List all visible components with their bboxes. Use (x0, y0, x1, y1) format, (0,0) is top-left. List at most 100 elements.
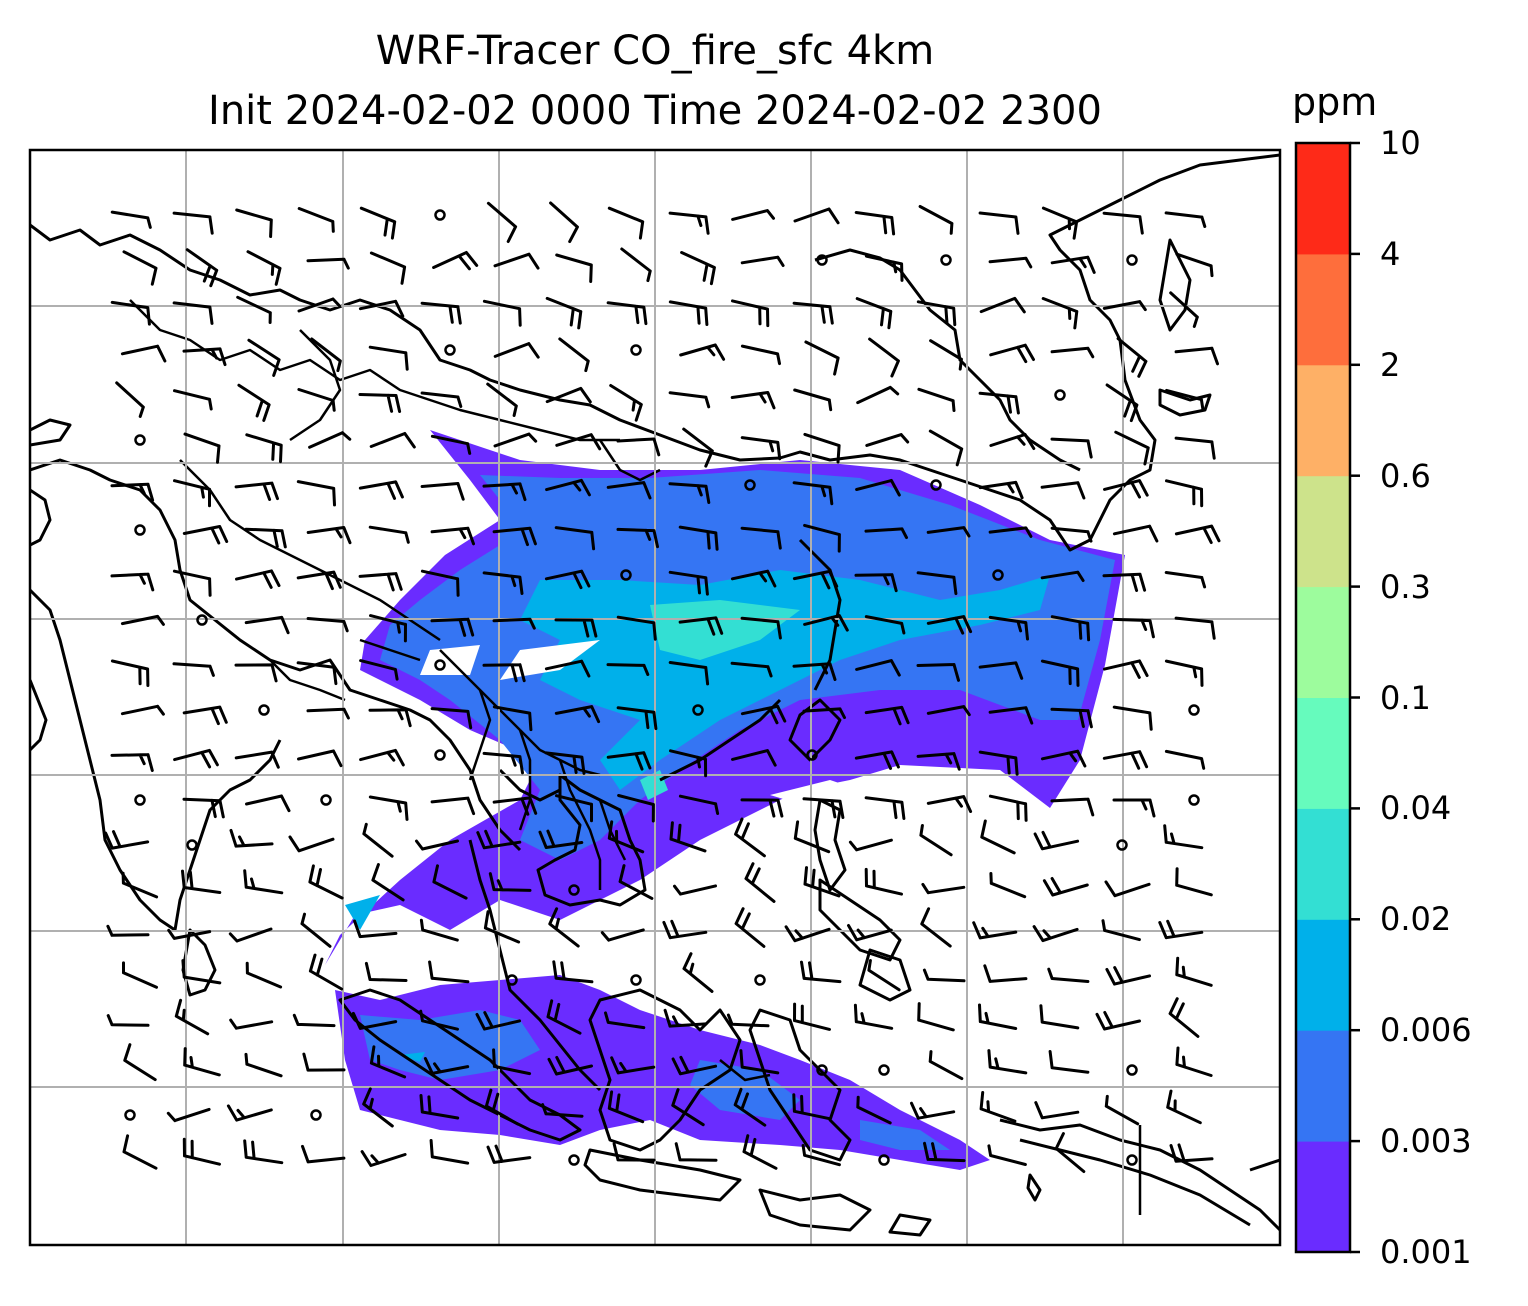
wind-barb (368, 345, 409, 371)
wind-barb (793, 820, 831, 854)
wind-barb (617, 794, 655, 823)
wind-barb (358, 480, 404, 500)
wind-barb (1165, 479, 1204, 508)
wind-barb (245, 794, 291, 813)
wind-calm-circle (940, 254, 952, 266)
wind-barb (419, 1094, 460, 1120)
wind-barb (1169, 1143, 1214, 1163)
wind-barb (742, 1134, 778, 1170)
wind-barb (929, 339, 963, 371)
wind-barb (978, 480, 1024, 500)
wind-barb (739, 1049, 780, 1075)
wind-barb (978, 750, 1019, 776)
wind-barb (801, 1144, 841, 1167)
wind-barb (486, 382, 518, 417)
wind-barb (182, 705, 228, 726)
wind-barb (864, 527, 908, 540)
wind-barb (538, 829, 584, 849)
wind-barb (867, 959, 901, 992)
wind-calm-circle (196, 614, 208, 626)
wind-barb (928, 429, 964, 467)
wind-barb (740, 526, 782, 550)
wind-barb (558, 337, 590, 373)
wind-barb (167, 928, 212, 940)
wind-barb (482, 663, 526, 683)
colorbar-segment (1296, 475, 1350, 588)
wind-barb (555, 433, 602, 451)
wind-barb (802, 797, 845, 819)
wind-barb (678, 794, 720, 815)
colorbar-unit-label: ppm (1292, 80, 1378, 124)
wind-barb (243, 1139, 284, 1165)
wind-barb (926, 795, 973, 813)
wind-barb (606, 663, 650, 676)
wind-calm-circle (630, 974, 642, 986)
wind-barb (554, 618, 598, 638)
wind-barb (173, 479, 211, 508)
wind-barb (236, 295, 272, 324)
wind-barb (864, 796, 906, 820)
wind-barb (926, 705, 971, 717)
wind-barb (493, 252, 540, 270)
wind-barb (1169, 291, 1199, 328)
wind-calm-circle (1054, 389, 1066, 401)
wind-barb (369, 432, 416, 449)
wind-barb (182, 1137, 221, 1166)
wind-barb (854, 211, 896, 236)
wind-barb (308, 431, 352, 449)
wind-barb (978, 211, 1020, 235)
wind-barb (492, 526, 537, 547)
colorbar-tick-label: 10 (1380, 124, 1421, 162)
wind-barb (432, 251, 479, 271)
wind-barb (793, 388, 833, 412)
wind-barb (678, 616, 724, 636)
wind-barb (1039, 1004, 1080, 1030)
wind-barb (784, 925, 831, 943)
wind-barb (731, 299, 770, 328)
wind-barb (369, 1045, 407, 1079)
wind-barb (244, 527, 287, 549)
wind-barb (607, 820, 645, 854)
wind-barb (989, 433, 1036, 450)
colorbar-segment (1296, 808, 1350, 920)
wind-barb (235, 569, 281, 589)
wind-barb (926, 615, 973, 635)
wind-barb (228, 927, 273, 943)
wind-barb (552, 960, 594, 984)
wind-barb (173, 389, 213, 411)
colorbar-tick-label: 0.003 (1380, 1122, 1472, 1161)
wind-barb (183, 432, 221, 464)
wind-barb (731, 209, 775, 221)
wind-barb (987, 1049, 1028, 1075)
colorbar-tick-label: 0.3 (1380, 567, 1431, 606)
wind-barb (1175, 252, 1214, 278)
wind-barb (610, 1056, 656, 1075)
wind-barb (423, 1057, 470, 1075)
wind-barb (110, 482, 155, 502)
wind-barb (110, 300, 151, 326)
wind-calm-circle (816, 1064, 828, 1076)
wind-barb (671, 1055, 718, 1076)
wind-barb (1042, 877, 1089, 897)
wind-barb (115, 381, 145, 418)
wind-calm-circle (816, 254, 828, 266)
wind-barb (296, 570, 342, 591)
wind-barb (234, 750, 280, 769)
wind-barb (1112, 617, 1155, 639)
wind-barb (674, 1142, 718, 1162)
wind-barb (978, 391, 1020, 415)
wind-barb (740, 255, 785, 267)
wind-barb (306, 617, 349, 633)
wind-barb (243, 869, 284, 895)
wind-barb (288, 835, 335, 853)
wind-barb (297, 388, 336, 412)
wind-calm-circle (310, 1109, 322, 1121)
colorbar (1294, 141, 1360, 1254)
wind-barb (484, 1088, 520, 1126)
wind-barb (979, 1091, 1017, 1123)
wind-barb (1033, 830, 1080, 851)
wind-barb (979, 296, 1026, 314)
wind-barb (432, 864, 468, 900)
wind-barb (245, 433, 283, 464)
wind-barb (1168, 997, 1200, 1038)
